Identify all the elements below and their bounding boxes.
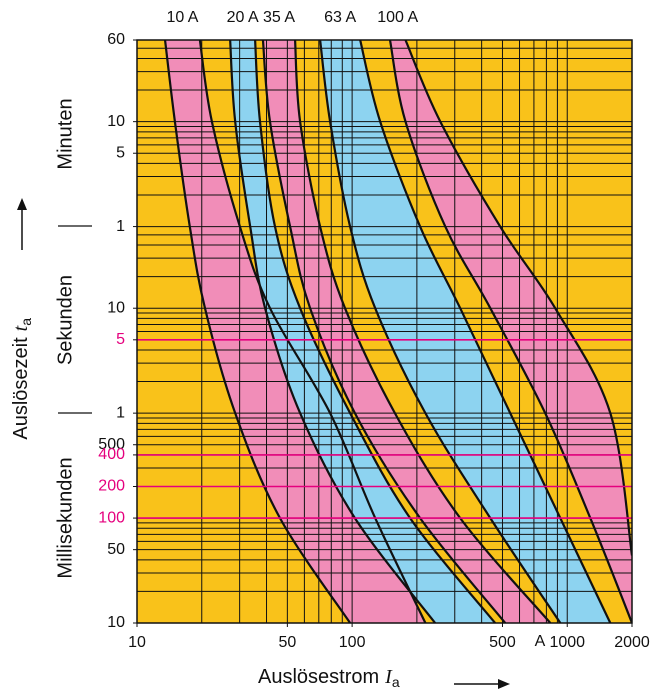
y-tick-label: 1 bbox=[116, 404, 125, 421]
x-tick-label: 50 bbox=[278, 634, 296, 651]
y-axis-symbol: t bbox=[10, 325, 32, 331]
x-axis-arrow bbox=[454, 679, 510, 689]
x-tick-label: 100 bbox=[339, 634, 366, 651]
x-unit: A bbox=[535, 633, 546, 650]
band-label: 35 A bbox=[263, 9, 295, 26]
band-label: 20 A bbox=[227, 9, 259, 26]
band-label: 10 A bbox=[166, 9, 198, 26]
section-label: Sekunden bbox=[54, 275, 76, 365]
y-tick-label: 5 bbox=[116, 144, 125, 161]
band-boundary bbox=[404, 40, 632, 556]
band-label: 100 A bbox=[377, 9, 418, 26]
y-tick-label: 10 bbox=[107, 113, 125, 130]
x-tick-label: 2000 bbox=[614, 634, 650, 651]
y-tick-label: 200 bbox=[98, 478, 125, 495]
y-tick-label: 60 bbox=[107, 31, 125, 48]
plot-frame bbox=[136, 39, 633, 624]
x-axis-subscript: a bbox=[392, 674, 400, 690]
band-label: 63 A bbox=[324, 9, 356, 26]
x-axis-symbol: I bbox=[384, 666, 393, 688]
x-tick-label: 10 bbox=[128, 634, 146, 651]
y-axis-label: Auslösezeit bbox=[10, 337, 32, 440]
y-tick-label: 400 bbox=[98, 446, 125, 463]
x-tick-label: 500 bbox=[489, 634, 516, 651]
y-axis-subscript: a bbox=[18, 318, 34, 326]
y-tick-label: 5 bbox=[116, 331, 125, 348]
x-axis-label: Auslösestrom bbox=[258, 666, 379, 688]
plot-area bbox=[137, 40, 632, 623]
y-axis-arrow bbox=[17, 198, 27, 250]
y-tick-label: 10 bbox=[107, 614, 125, 631]
x-axis-title: Auslösestrom Ia bbox=[258, 666, 400, 690]
y-tick-label: 1 bbox=[116, 218, 125, 235]
y-tick-label: 100 bbox=[98, 509, 125, 526]
y-tick-label: 50 bbox=[107, 541, 125, 558]
y-axis-title: Auslösezeit ta bbox=[10, 318, 34, 440]
y-tick-label: 10 bbox=[107, 299, 125, 316]
section-label: Millisekunden bbox=[54, 457, 76, 578]
x-tick-label: 1000 bbox=[549, 634, 585, 651]
y-tick-label: 500 bbox=[98, 436, 125, 453]
section-label: Minuten bbox=[54, 98, 76, 169]
band-boundary bbox=[229, 40, 436, 623]
band-boundary bbox=[163, 40, 352, 623]
